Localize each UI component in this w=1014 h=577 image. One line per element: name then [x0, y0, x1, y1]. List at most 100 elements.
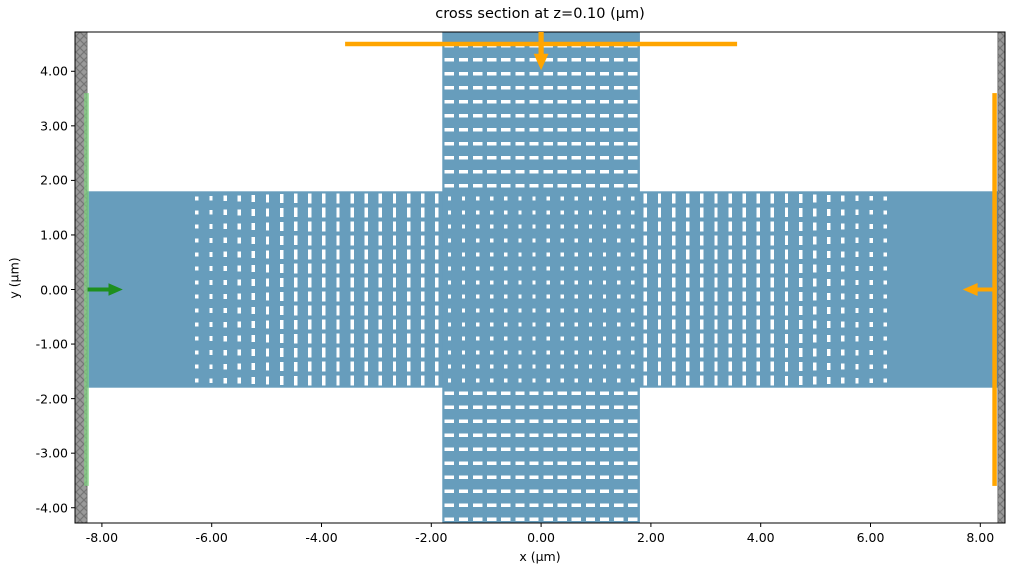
hole	[504, 336, 508, 341]
hole	[406, 277, 411, 288]
hole	[585, 433, 596, 437]
hole	[543, 142, 553, 146]
hole	[614, 58, 624, 62]
hole	[293, 319, 298, 330]
hole	[571, 58, 582, 62]
hole	[631, 336, 635, 341]
hole	[223, 279, 227, 286]
hole	[461, 238, 466, 243]
hole	[546, 322, 550, 327]
hole	[571, 503, 582, 507]
hole	[350, 361, 354, 372]
hole	[841, 377, 845, 384]
hole	[475, 210, 480, 215]
hole	[588, 336, 593, 341]
hole	[574, 196, 578, 201]
hole	[643, 333, 648, 344]
hole	[265, 292, 270, 301]
hole	[798, 376, 803, 385]
hole	[529, 517, 539, 521]
hole	[515, 419, 525, 423]
hole	[813, 334, 817, 343]
hole	[475, 224, 480, 229]
hole	[714, 207, 718, 218]
hole	[602, 196, 607, 201]
hole	[588, 210, 593, 215]
hole	[574, 350, 578, 355]
y-tick-label: 3.00	[40, 118, 68, 134]
hole	[350, 207, 354, 218]
hole	[490, 294, 494, 299]
hole	[461, 224, 466, 229]
hole	[392, 207, 397, 218]
hole	[742, 305, 746, 316]
hole	[461, 308, 466, 313]
hole	[490, 238, 494, 243]
hole	[883, 252, 887, 257]
hole	[784, 361, 789, 372]
hole	[770, 207, 775, 218]
hole	[557, 419, 567, 423]
hole	[714, 221, 718, 232]
hole	[529, 100, 539, 104]
hole	[813, 376, 817, 385]
hole	[279, 320, 284, 329]
hole	[279, 376, 284, 385]
hole	[628, 517, 638, 521]
hole	[472, 86, 483, 90]
hole	[756, 375, 760, 386]
hole	[420, 305, 425, 316]
hole	[560, 294, 564, 299]
hole	[770, 347, 775, 358]
hole	[599, 391, 610, 395]
hole	[585, 170, 596, 174]
hole	[742, 333, 746, 344]
hole	[504, 294, 508, 299]
hole	[532, 210, 536, 215]
hole	[265, 236, 270, 245]
hole	[251, 264, 256, 273]
hole	[472, 517, 483, 521]
hole	[223, 307, 227, 314]
hole	[195, 224, 199, 229]
hole	[475, 350, 480, 355]
hole	[195, 266, 199, 271]
hole	[322, 333, 326, 344]
hole	[841, 237, 845, 244]
hole	[557, 391, 567, 395]
hole	[529, 128, 539, 132]
hole	[714, 235, 718, 246]
hole	[435, 375, 439, 386]
hole	[728, 263, 732, 274]
hole	[574, 378, 578, 383]
hole	[560, 196, 564, 201]
hole	[841, 209, 845, 216]
hole	[546, 350, 550, 355]
hole	[237, 251, 241, 258]
hole	[770, 235, 775, 246]
hole	[293, 221, 298, 232]
hole	[770, 277, 775, 288]
hole	[599, 503, 610, 507]
hole	[293, 347, 298, 358]
hole	[883, 196, 887, 201]
hole	[614, 128, 624, 132]
hole	[406, 249, 411, 260]
hole	[279, 250, 284, 259]
hole	[350, 263, 354, 274]
hole	[617, 322, 621, 327]
hole	[237, 349, 241, 356]
hole	[557, 156, 567, 160]
hole	[560, 378, 564, 383]
hole	[784, 347, 789, 358]
hole	[308, 319, 312, 330]
hole	[827, 222, 831, 230]
hole	[364, 347, 368, 358]
hole	[657, 263, 662, 274]
hole	[447, 308, 452, 313]
hole	[614, 419, 624, 423]
hole	[406, 207, 411, 218]
hole	[487, 405, 497, 409]
hole	[364, 305, 368, 316]
hole	[515, 532, 524, 535]
